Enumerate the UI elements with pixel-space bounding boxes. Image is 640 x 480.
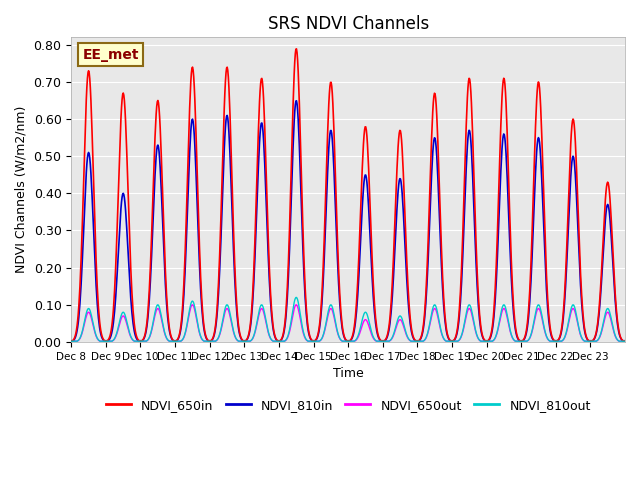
NDVI_650out — [594, 337, 602, 343]
Line: NDVI_650out: NDVI_650out — [71, 305, 625, 341]
NDVI_650in — [594, 319, 602, 324]
NDVI_650in — [298, 182, 305, 188]
NDVI_650in — [394, 144, 402, 150]
NDVI_810in — [621, 338, 629, 344]
NDVI_810out — [298, 320, 305, 326]
NDVI_810out — [67, 338, 75, 344]
NDVI_810out — [621, 338, 629, 344]
NDVI_650out — [94, 336, 102, 342]
NDVI_810out — [394, 316, 402, 322]
NDVI_650in — [621, 338, 629, 344]
NDVI_650out — [170, 338, 178, 344]
NDVI_650out — [394, 319, 402, 325]
Legend: NDVI_650in, NDVI_810in, NDVI_650out, NDVI_810out: NDVI_650in, NDVI_810in, NDVI_650out, NDV… — [100, 394, 596, 417]
NDVI_810in — [394, 189, 402, 194]
NDVI_810out — [170, 338, 178, 344]
NDVI_650out — [603, 311, 611, 316]
Y-axis label: NDVI Channels (W/m2/nm): NDVI Channels (W/m2/nm) — [15, 106, 28, 273]
NDVI_810in — [298, 210, 305, 216]
NDVI_650out — [67, 338, 75, 344]
Text: EE_met: EE_met — [83, 48, 139, 61]
NDVI_810in — [292, 98, 300, 104]
NDVI_810out — [603, 307, 611, 312]
NDVI_650in — [170, 338, 178, 344]
X-axis label: Time: Time — [333, 367, 364, 380]
NDVI_810in — [170, 338, 178, 344]
Line: NDVI_810out: NDVI_810out — [71, 298, 625, 341]
NDVI_650in — [94, 295, 102, 301]
Line: NDVI_650in: NDVI_650in — [71, 49, 625, 341]
NDVI_810out — [594, 337, 602, 343]
NDVI_810in — [67, 338, 75, 344]
NDVI_650in — [603, 184, 611, 190]
NDVI_650in — [67, 338, 75, 344]
NDVI_810out — [94, 336, 102, 342]
NDVI_810out — [292, 295, 300, 300]
Line: NDVI_810in: NDVI_810in — [71, 101, 625, 341]
NDVI_650out — [298, 323, 305, 329]
NDVI_650out — [189, 302, 196, 308]
NDVI_650in — [292, 46, 300, 52]
NDVI_810in — [603, 205, 611, 211]
NDVI_650out — [621, 338, 629, 344]
NDVI_810in — [594, 322, 602, 327]
Title: SRS NDVI Channels: SRS NDVI Channels — [268, 15, 429, 33]
NDVI_810in — [94, 309, 102, 314]
